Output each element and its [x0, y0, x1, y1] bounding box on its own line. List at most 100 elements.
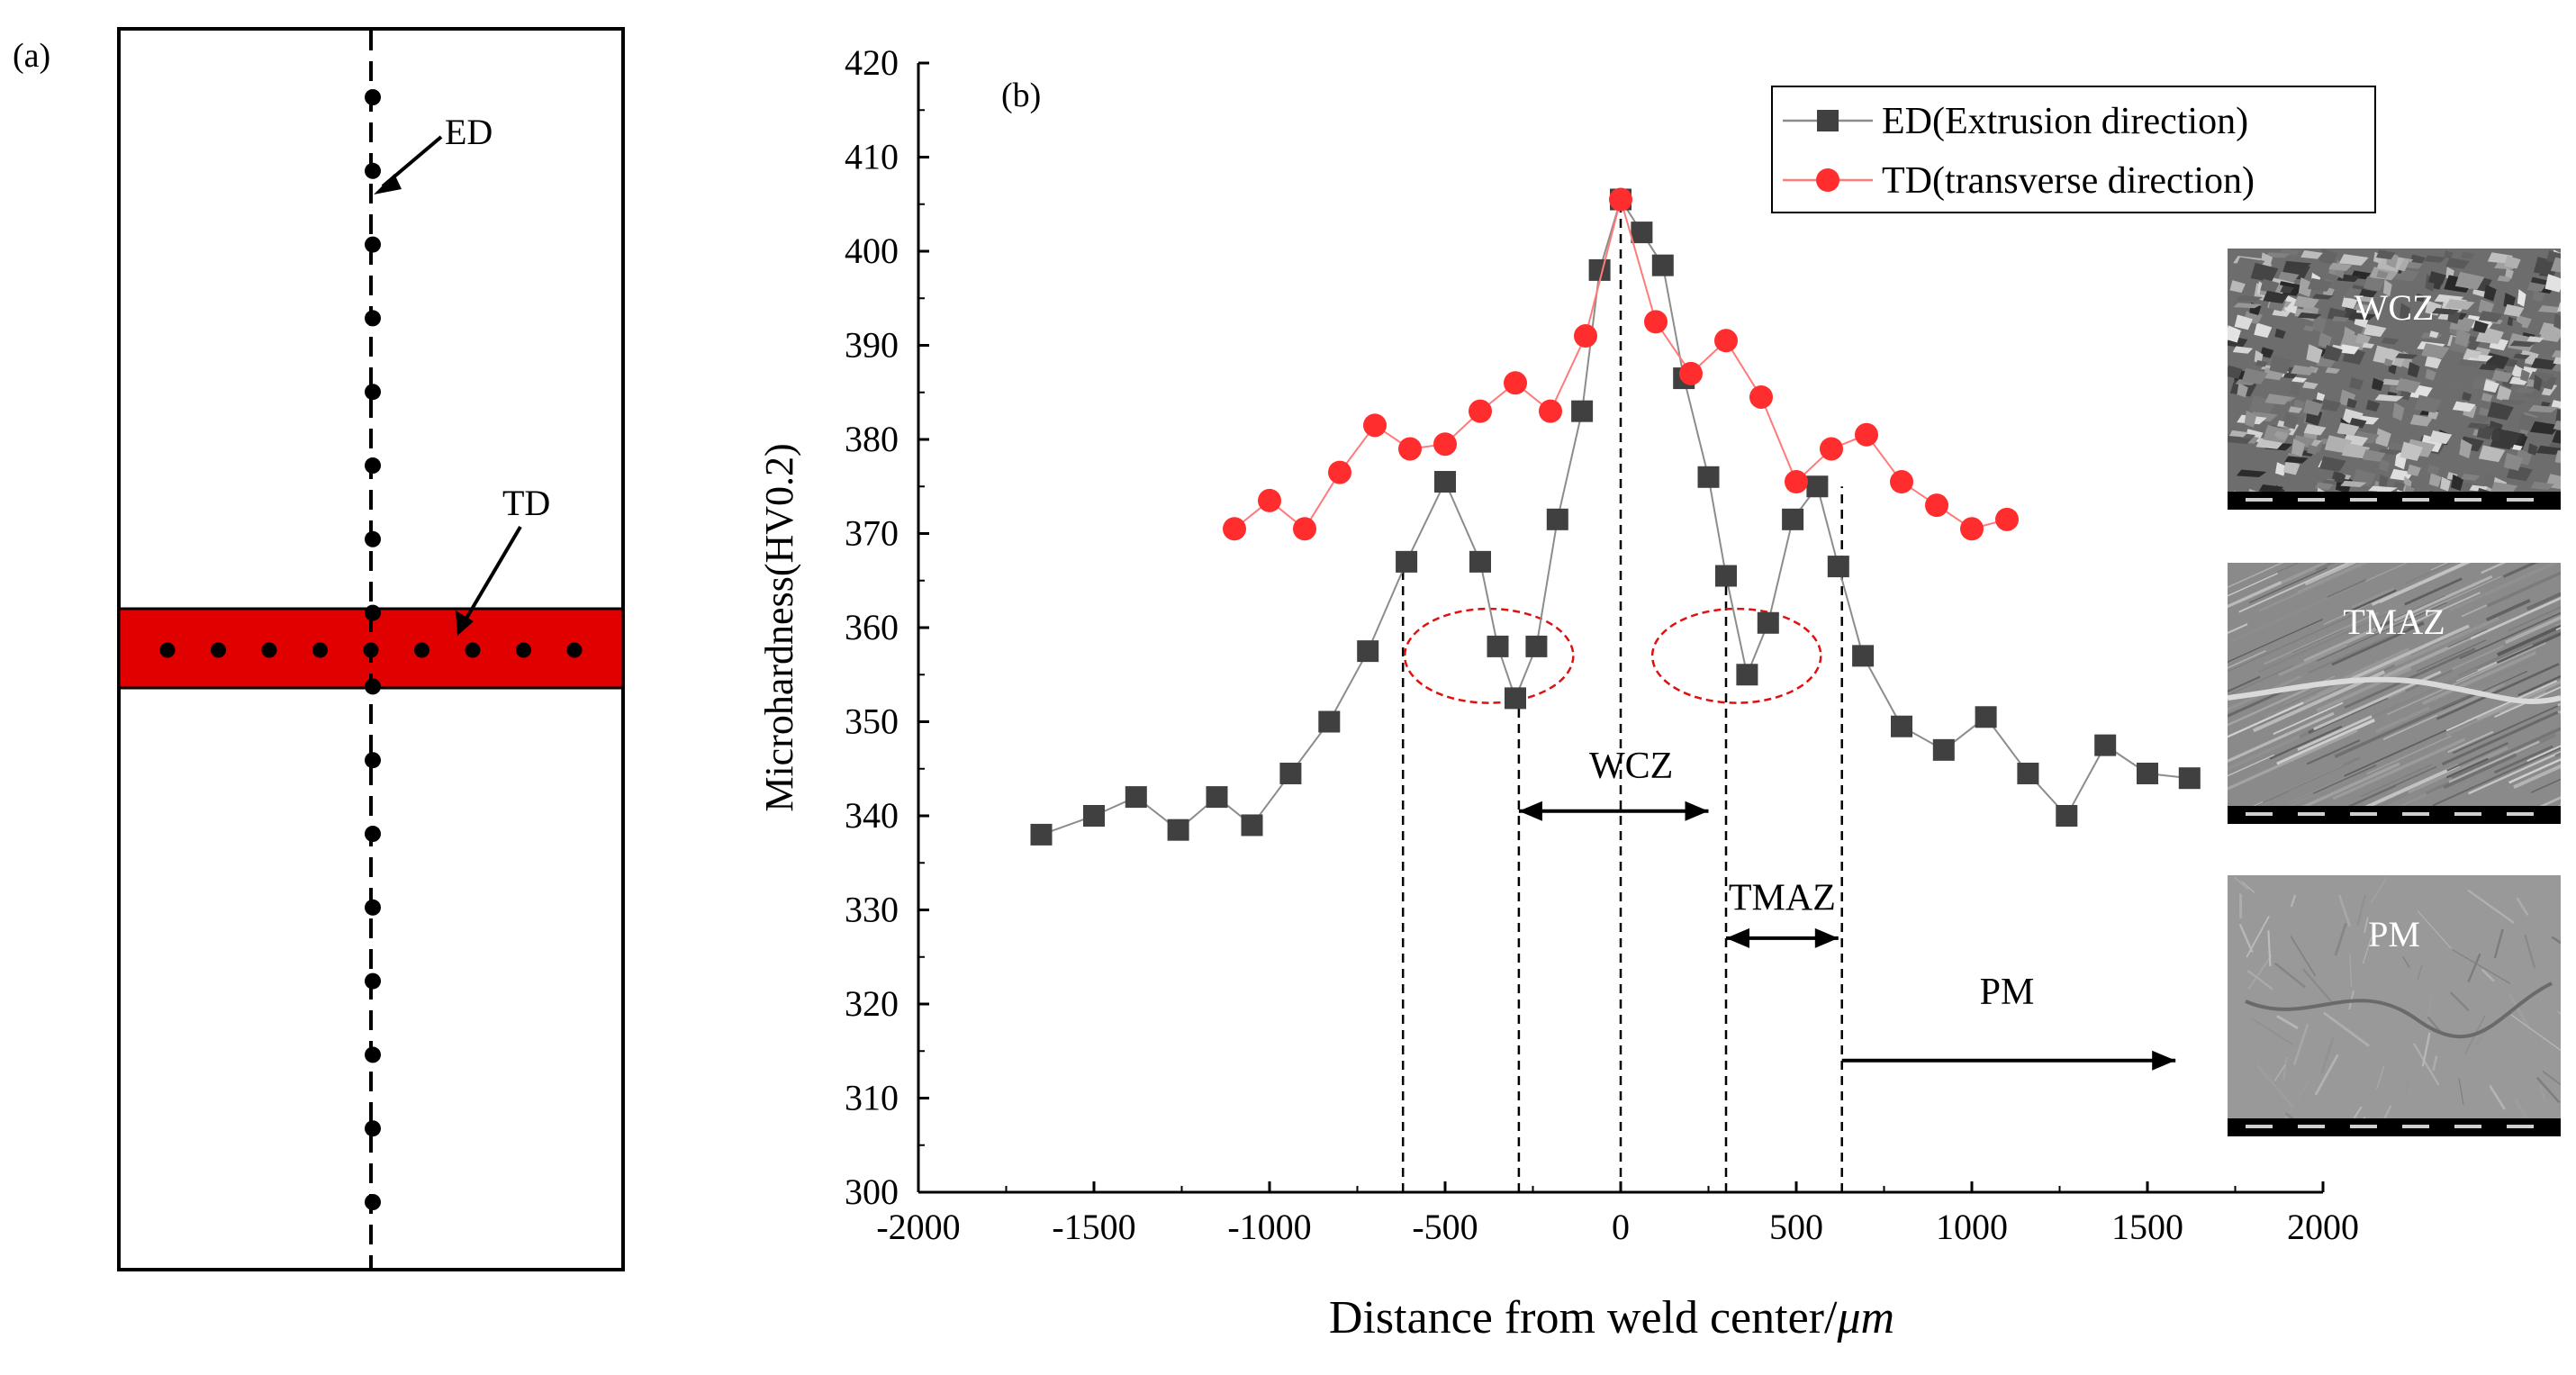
micrograph-feature: [2481, 968, 2495, 982]
micrograph-grain: [2454, 328, 2471, 348]
micrograph-grain: [2376, 270, 2389, 279]
micrograph-grain: [2452, 401, 2476, 412]
micrograph-feature: [2421, 1032, 2431, 1067]
ed-point: [365, 1194, 381, 1210]
micrograph-grain: [2400, 389, 2412, 401]
micrograph-grain: [2450, 380, 2464, 390]
ed-data-point: [1546, 508, 1568, 530]
micrograph-lamella: [2458, 628, 2561, 678]
td-data-point: [1293, 517, 1316, 541]
x-tick-label: -2000: [876, 1207, 960, 1247]
pm-annotation: PM: [1980, 972, 2035, 1013]
micrograph-lamella: [2316, 666, 2412, 712]
ed-point: [365, 604, 381, 621]
ed-data-point: [1806, 475, 1829, 498]
micrograph-lamella: [2493, 745, 2553, 774]
micrograph-feature: [2514, 1099, 2528, 1118]
micrograph-feature: [2432, 1055, 2438, 1072]
wcz-annotation: WCZ: [1589, 746, 1673, 787]
micrograph-lamella: [2252, 764, 2345, 807]
micrograph-grain: [2260, 278, 2280, 294]
micrograph-feature: [2355, 1065, 2377, 1084]
micrograph-grain: [2325, 366, 2341, 374]
micrograph-lamella: [2408, 746, 2508, 794]
micrograph-grain: [2427, 464, 2441, 475]
micrograph-lamella: [2258, 612, 2390, 674]
micrograph-grain: [2290, 382, 2301, 397]
micrograph-grain: [2395, 353, 2418, 359]
micrograph-grain: [2444, 250, 2454, 259]
micrograph-grain: [2371, 377, 2384, 392]
micrograph-lamella: [2228, 563, 2284, 589]
micrograph-grain: [2228, 430, 2248, 438]
td-data-point: [1679, 361, 1703, 385]
micrograph-grain: [2428, 271, 2447, 285]
micrograph-info-text: [2298, 812, 2325, 816]
ed-data-point: [1975, 706, 1997, 728]
micrograph-pm-image: [2228, 875, 2561, 1136]
micrograph-grain: [2228, 365, 2243, 379]
td-data-point: [1855, 422, 1878, 447]
micrograph-lamella: [2448, 740, 2540, 784]
micrograph-grain: [2484, 472, 2495, 490]
micrograph-grain: [2355, 333, 2372, 346]
micrograph-grain: [2431, 308, 2460, 315]
micrograph-grain: [2320, 399, 2342, 412]
micrograph-grain: [2340, 480, 2367, 488]
micrograph-grain: [2428, 473, 2442, 487]
micrograph-lamella: [2278, 643, 2348, 677]
td-data-point: [1820, 437, 1843, 461]
micrograph-lamella: [2448, 748, 2518, 782]
td-data-point: [1433, 432, 1457, 457]
micrograph-grain: [2308, 277, 2334, 292]
micrograph-lamella: [2530, 778, 2561, 793]
micrograph-grain: [2392, 402, 2405, 421]
micrograph-feature: [2474, 1030, 2487, 1047]
micrograph-grain: [2303, 424, 2327, 436]
micrograph-grain: [2312, 314, 2327, 333]
ed-data-point: [1631, 222, 1653, 244]
micrograph-lamella: [2287, 758, 2386, 804]
micrograph-lamella: [2416, 639, 2487, 673]
ed-data-point: [2094, 734, 2117, 756]
micrograph-grain: [2467, 422, 2490, 430]
td-data-point: [1539, 399, 1562, 423]
micrograph-feature: [2233, 876, 2249, 891]
micrograph-grain: [2526, 336, 2544, 343]
micrograph-grain: [2425, 355, 2442, 369]
micrograph-feature: [2551, 936, 2561, 945]
ed-data-point: [1736, 664, 1758, 686]
micrograph-grain: [2483, 379, 2499, 394]
micrograph-info-text: [2350, 812, 2377, 816]
micrograph-lamella: [2418, 659, 2532, 712]
micrograph-feature: [2323, 1011, 2370, 1047]
highlight-ellipse: [1650, 607, 1822, 704]
ed-data-point: [1125, 786, 1147, 809]
micrograph-grain: [2429, 330, 2439, 339]
micrograph-info-text: [2507, 1125, 2534, 1128]
micrograph-feature: [2334, 922, 2347, 956]
micrograph-feature: [2241, 881, 2255, 893]
micrograph-grain: [2428, 430, 2453, 445]
micrograph-feature: [2247, 954, 2273, 990]
ed-data-point: [2137, 762, 2158, 784]
micrograph-lamella: [2365, 563, 2409, 583]
micrograph-grain: [2503, 293, 2517, 310]
micrograph-feature: [2489, 1084, 2506, 1110]
micrograph-info-text: [2350, 1125, 2377, 1128]
micrograph-lamella: [2228, 675, 2261, 692]
micrograph-info-text: [2350, 498, 2377, 502]
micrograph-grain: [2260, 252, 2273, 269]
ed-point: [365, 530, 381, 547]
micrograph-lamella: [2452, 703, 2561, 755]
micrograph-grain: [2228, 325, 2241, 343]
td-data-point: [1258, 488, 1281, 512]
y-tick-label: 310: [845, 1078, 899, 1118]
micrograph-grain: [2284, 456, 2309, 464]
ed-point: [365, 236, 381, 253]
ed-data-point: [1396, 550, 1418, 573]
micrograph-grain: [2234, 314, 2253, 330]
micrograph-lamella: [2432, 746, 2561, 807]
micrograph-lamella: [2344, 720, 2466, 777]
